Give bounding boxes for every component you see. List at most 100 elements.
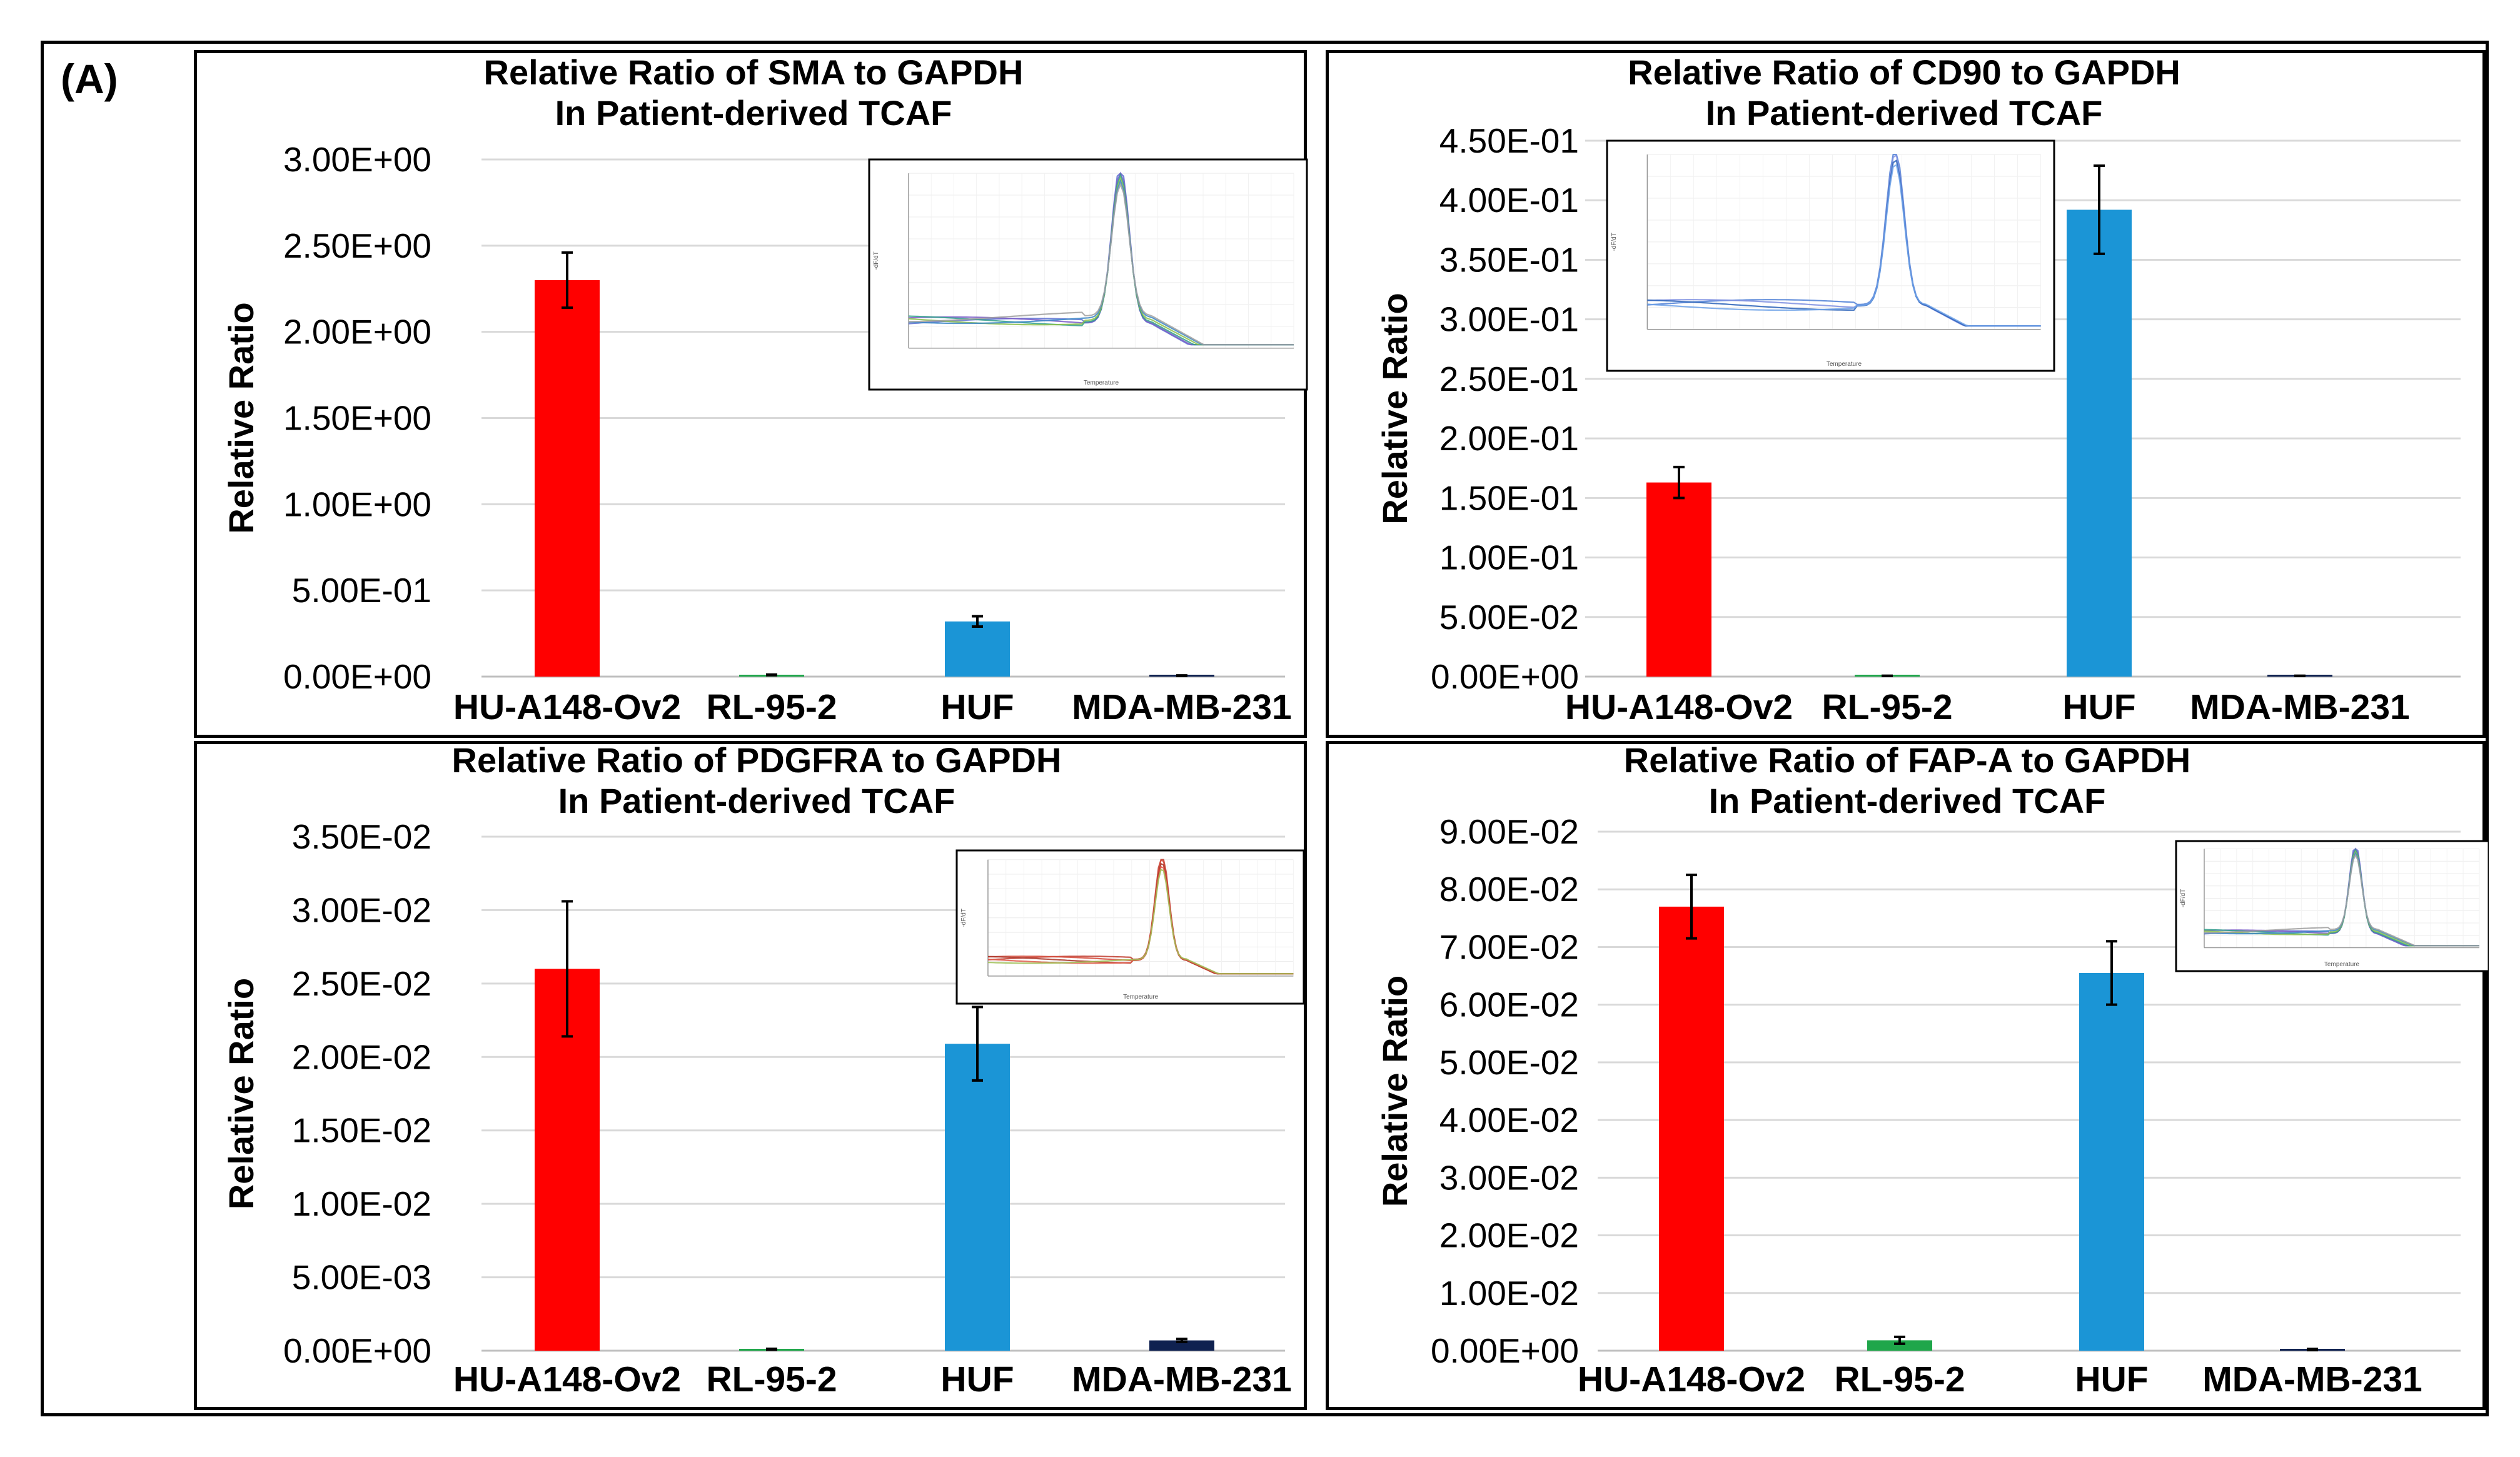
- y-tick-label: 2.50E-01: [1439, 360, 1579, 398]
- inset-x-label: Temperature: [2324, 961, 2360, 968]
- y-tick-label: 3.00E-02: [1439, 1158, 1579, 1197]
- bar-huf: [945, 621, 1010, 677]
- x-category-label: HUF: [940, 1359, 1014, 1399]
- y-tick-label: 1.00E-02: [292, 1184, 431, 1223]
- chart-title: Relative Ratio of CD90 to GAPDH: [1628, 53, 2180, 92]
- x-category-label: RL-95-2: [1834, 1359, 1965, 1399]
- x-category-label: MDA-MB-231: [2190, 687, 2410, 727]
- y-tick-label: 6.00E-02: [1439, 986, 1579, 1024]
- x-category-label: HU-A148-Ov2: [1578, 1359, 1805, 1399]
- y-tick-label: 5.00E-02: [1439, 1043, 1579, 1082]
- x-category-label: HU-A148-Ov2: [453, 1359, 681, 1399]
- inset-frame: [2175, 840, 2489, 972]
- melt-curve-line: [1647, 163, 2041, 327]
- y-tick-label: 2.00E-01: [1439, 419, 1579, 458]
- chart-panel-pdgfra: Relative Ratio of PDGFRA to GAPDH In Pati…: [194, 741, 1307, 1410]
- y-tick-label: 4.00E-01: [1439, 181, 1579, 219]
- bar-hu-a148-ov2: [535, 280, 600, 677]
- bar-hu-a148-ov2: [1646, 482, 1711, 677]
- x-category-label: HU-A148-Ov2: [1565, 687, 1793, 727]
- y-tick-label: 8.00E-02: [1439, 870, 1579, 909]
- y-tick-label: 2.00E+00: [283, 313, 431, 351]
- y-tick-label: 3.00E-01: [1439, 300, 1579, 339]
- chart-panel-sma: Relative Ratio of SMA to GAPDH In Patient…: [194, 50, 1308, 738]
- bar-rl-95-2: [1867, 1340, 1932, 1351]
- inset-x-label: Temperature: [1123, 994, 1159, 1001]
- y-tick-label: 3.50E-02: [292, 817, 431, 856]
- inset-x-label: Temperature: [1827, 361, 1862, 368]
- bar-huf: [945, 1044, 1010, 1351]
- bar-huf: [2079, 972, 2144, 1351]
- melt-curve-inset: Temperature -dF/dT: [868, 158, 1308, 391]
- x-category-label: MDA-MB-231: [2202, 1359, 2422, 1399]
- inset-frame: [955, 849, 1305, 1005]
- inset-x-label: Temperature: [1084, 380, 1119, 386]
- chart-title: In Patient-derived TCAF: [1706, 93, 2103, 133]
- x-category-label: HUF: [940, 687, 1014, 727]
- y-tick-label: 3.00E+00: [283, 140, 431, 179]
- y-tick-label: 0.00E+00: [1431, 657, 1579, 696]
- y-tick-label: 1.50E+00: [283, 399, 431, 438]
- x-category-label: RL-95-2: [706, 1359, 837, 1399]
- y-tick-label: 1.50E-01: [1439, 478, 1579, 517]
- chart-title: In Patient-derived TCAF: [558, 781, 955, 820]
- chart-title: In Patient-derived TCAF: [1709, 781, 2106, 820]
- y-tick-label: 2.00E-02: [292, 1037, 431, 1076]
- y-axis-label: Relative Ratio: [221, 302, 261, 533]
- x-category-label: RL-95-2: [706, 687, 837, 727]
- melt-curve-inset: Temperature -dF/dT: [2175, 840, 2489, 972]
- y-tick-label: 1.00E-02: [1439, 1274, 1579, 1313]
- y-tick-label: 0.00E+00: [283, 1331, 431, 1370]
- inset-frame: [868, 158, 1308, 391]
- x-category-label: HUF: [2075, 1359, 2148, 1399]
- x-category-label: MDA-MB-231: [1072, 687, 1292, 727]
- y-tick-label: 3.50E-01: [1439, 240, 1579, 279]
- figure-frame: [41, 41, 2489, 1416]
- y-tick-label: 2.50E-02: [292, 964, 431, 1003]
- y-tick-label: 1.50E-02: [292, 1111, 431, 1150]
- chart-panel-cd90: Relative Ratio of CD90 to GAPDH In Patien…: [1326, 50, 2486, 738]
- y-tick-label: 5.00E-01: [292, 571, 431, 610]
- y-tick-label: 3.00E-02: [292, 890, 431, 929]
- y-tick-label: 9.00E-02: [1439, 812, 1579, 851]
- x-category-label: HUF: [2062, 687, 2135, 727]
- y-tick-label: 1.00E-01: [1439, 538, 1579, 577]
- y-axis-label: Relative Ratio: [1375, 976, 1414, 1207]
- y-axis-label: Relative Ratio: [1375, 293, 1414, 524]
- inset-y-label: -dF/dT: [2180, 889, 2187, 907]
- melt-curve-line: [908, 182, 1294, 346]
- inset-y-label: -dF/dT: [960, 909, 967, 927]
- y-tick-label: 2.50E+00: [283, 226, 431, 265]
- chart-title: Relative Ratio of SMA to GAPDH: [484, 53, 1024, 92]
- y-axis-label: Relative Ratio: [221, 978, 261, 1209]
- y-tick-label: 7.00E-02: [1439, 927, 1579, 966]
- y-tick-label: 1.00E+00: [283, 485, 431, 523]
- melt-curve-line: [987, 869, 1294, 975]
- y-tick-label: 5.00E-03: [292, 1258, 431, 1297]
- y-tick-label: 0.00E+00: [283, 657, 431, 696]
- bar-huf: [2067, 209, 2132, 677]
- chart-title: Relative Ratio of FAP-A to GAPDH: [1624, 744, 2190, 780]
- inset-y-label: -dF/dT: [1611, 233, 1618, 251]
- y-tick-label: 5.00E-02: [1439, 598, 1579, 637]
- panel-label: (A): [61, 56, 118, 102]
- y-tick-label: 2.00E-02: [1439, 1216, 1579, 1255]
- melt-curve-inset: Temperature -dF/dT: [955, 849, 1305, 1005]
- bar-hu-a148-ov2: [1659, 906, 1724, 1351]
- chart-title: In Patient-derived TCAF: [555, 93, 952, 133]
- y-tick-label: 0.00E+00: [1431, 1331, 1579, 1370]
- y-tick-label: 4.50E-01: [1439, 121, 1579, 160]
- inset-y-label: -dF/dT: [873, 251, 880, 270]
- melt-curve-inset: Temperature -dF/dT: [1606, 139, 2055, 372]
- x-category-label: HU-A148-Ov2: [453, 687, 681, 727]
- x-category-label: RL-95-2: [1822, 687, 1952, 727]
- inset-frame: [1606, 139, 2055, 372]
- x-category-label: MDA-MB-231: [1072, 1359, 1292, 1399]
- bar-mda-mb-231: [1149, 1340, 1214, 1351]
- chart-title: Relative Ratio of PDGFRA to GAPDH: [452, 744, 1062, 780]
- chart-panel-fap-a: Relative Ratio of FAP-A to GAPDH In Patie…: [1326, 741, 2489, 1410]
- y-tick-label: 4.00E-02: [1439, 1101, 1579, 1139]
